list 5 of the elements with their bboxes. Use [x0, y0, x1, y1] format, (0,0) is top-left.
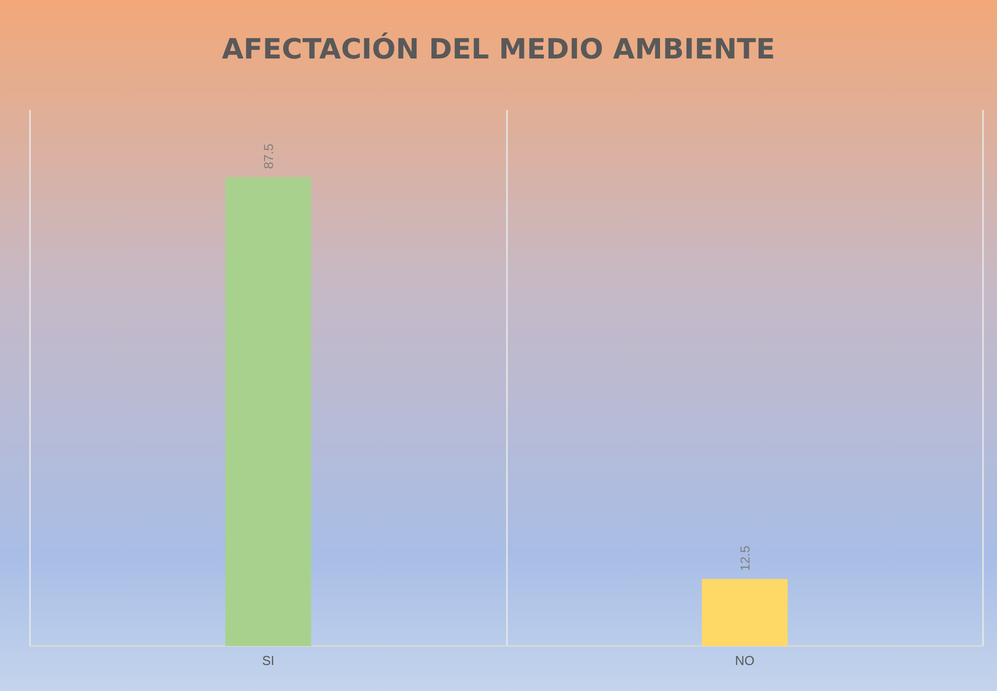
- chart-title: AFECTACIÓN DEL MEDIO AMBIENTE: [222, 32, 776, 66]
- x-tick-label: NO: [735, 653, 754, 668]
- x-tick-label: SI: [262, 653, 274, 668]
- data-label: 12.5: [737, 546, 752, 571]
- data-label: 87.5: [260, 144, 276, 169]
